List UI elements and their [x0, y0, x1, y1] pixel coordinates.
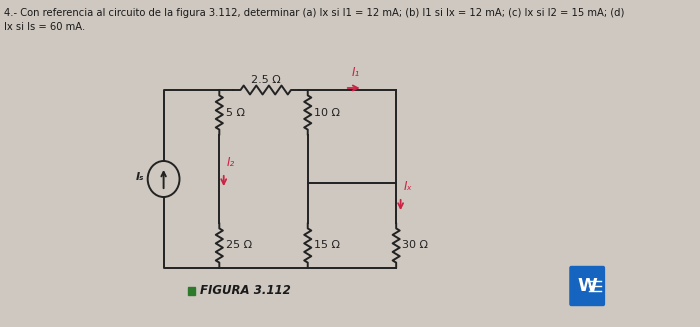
- Text: Ix si Is = 60 mA.: Ix si Is = 60 mA.: [4, 22, 85, 32]
- Text: 10 Ω: 10 Ω: [314, 108, 340, 117]
- Text: 15 Ω: 15 Ω: [314, 240, 340, 250]
- Text: 5 Ω: 5 Ω: [225, 108, 244, 117]
- Text: Iₛ: Iₛ: [136, 172, 144, 182]
- FancyBboxPatch shape: [570, 267, 604, 305]
- Text: 30 Ω: 30 Ω: [402, 240, 428, 250]
- Text: I₁: I₁: [351, 66, 360, 79]
- Bar: [188, 287, 195, 295]
- Text: I₂: I₂: [226, 156, 234, 169]
- Text: 2.5 Ω: 2.5 Ω: [251, 75, 281, 85]
- Text: FIGURA 3.112: FIGURA 3.112: [200, 284, 290, 298]
- Text: W: W: [578, 277, 597, 295]
- Text: 4.- Con referencia al circuito de la figura 3.112, determinar (a) Ix si I1 = 12 : 4.- Con referencia al circuito de la fig…: [4, 8, 624, 18]
- Text: 25 Ω: 25 Ω: [225, 240, 251, 250]
- Text: Iₓ: Iₓ: [403, 180, 412, 193]
